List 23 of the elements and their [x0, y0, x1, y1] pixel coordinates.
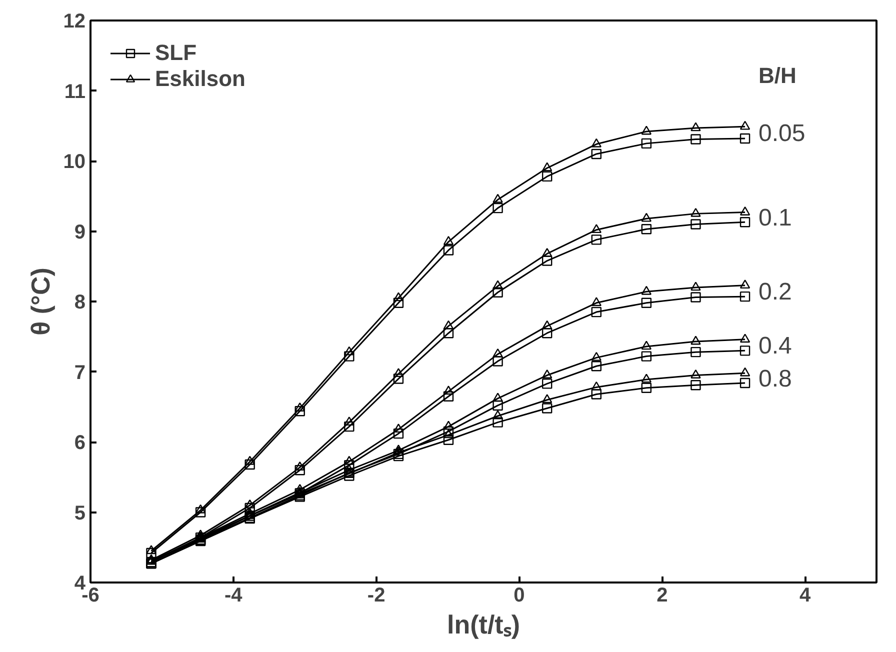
annotation: 0.05	[758, 120, 806, 148]
legend-label: SLF	[155, 40, 197, 66]
y-tick-label: 12	[63, 10, 86, 32]
y-tick-label: 8	[74, 292, 86, 314]
y-tick-label: 10	[63, 151, 86, 173]
y-tick-label: 7	[74, 362, 86, 384]
y-tick-label: 11	[64, 80, 86, 103]
x-tick-label: 2	[656, 584, 668, 606]
y-tick-label: 6	[74, 432, 86, 454]
x-tick-label: 0	[514, 584, 525, 606]
annotation: 0.2	[758, 278, 792, 306]
y-axis-title: θ (°C)	[25, 268, 56, 336]
annotation: 0.8	[758, 366, 792, 393]
annotation: B/H	[758, 63, 796, 88]
x-tick-label: -2	[367, 584, 386, 606]
x-tick-label: 4	[799, 584, 812, 606]
annotation: 0.1	[758, 204, 792, 232]
x-tick-label: -4	[224, 584, 244, 606]
y-tick-label: 9	[74, 221, 86, 244]
y-tick-label: 5	[74, 502, 86, 524]
legend-label: Eskilson	[155, 66, 246, 92]
x-axis-title: ln(t/tₛ)	[447, 610, 520, 640]
annotation: 0.4	[758, 332, 792, 360]
